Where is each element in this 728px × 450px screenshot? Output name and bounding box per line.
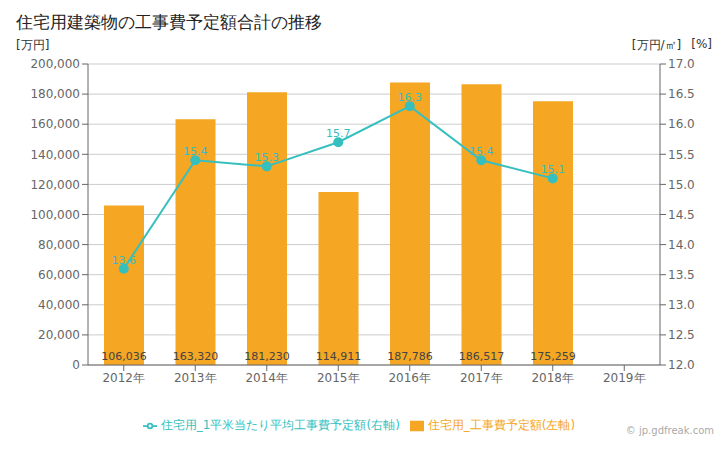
- svg-text:13.5: 13.5: [668, 268, 695, 282]
- html-text:[万円/㎡]: [万円/㎡]: [631, 38, 682, 52]
- svg-text:2014年: 2014年: [245, 371, 288, 385]
- svg-text:60,000: 60,000: [38, 268, 80, 282]
- svg-text:15.3: 15.3: [255, 151, 280, 164]
- svg-text:120,000: 120,000: [30, 178, 80, 192]
- svg-text:163,320: 163,320: [173, 350, 219, 363]
- svg-text:16.5: 16.5: [668, 87, 695, 101]
- svg-text:14.0: 14.0: [668, 238, 695, 252]
- svg-text:181,230: 181,230: [244, 350, 290, 363]
- svg-text:40,000: 40,000: [38, 298, 80, 312]
- svg-text:15.5: 15.5: [668, 148, 695, 162]
- html-text:© jp.gdfreak.com: © jp.gdfreak.com: [625, 425, 714, 436]
- svg-text:16.0: 16.0: [668, 117, 695, 131]
- svg-text:17.0: 17.0: [668, 57, 695, 71]
- svg-text:12.0: 12.0: [668, 358, 695, 372]
- svg-text:80,000: 80,000: [38, 238, 80, 252]
- svg-text:13.0: 13.0: [668, 298, 695, 312]
- svg-text:160,000: 160,000: [30, 117, 80, 131]
- svg-text:187,786: 187,786: [387, 350, 433, 363]
- svg-text:2015年: 2015年: [317, 371, 360, 385]
- svg-text:15.1: 15.1: [541, 163, 566, 176]
- svg-text:2013年: 2013年: [174, 371, 217, 385]
- svg-text:2018年: 2018年: [531, 371, 574, 385]
- svg-text:180,000: 180,000: [30, 87, 80, 101]
- svg-text:15.0: 15.0: [668, 178, 695, 192]
- svg-text:16.3: 16.3: [398, 91, 423, 104]
- svg-text:12.5: 12.5: [668, 328, 695, 342]
- html-text:住宅用_1平米当たり平均工事費予定額(右軸): 住宅用_1平米当たり平均工事費予定額(右軸): [160, 418, 400, 432]
- svg-text:200,000: 200,000: [30, 57, 80, 71]
- svg-text:140,000: 140,000: [30, 148, 80, 162]
- svg-text:2012年: 2012年: [102, 371, 145, 385]
- svg-text:2019年: 2019年: [603, 371, 646, 385]
- svg-text:2017年: 2017年: [460, 371, 503, 385]
- svg-text:114,911: 114,911: [316, 350, 362, 363]
- svg-text:186,517: 186,517: [459, 350, 505, 363]
- svg-text:2016年: 2016年: [388, 371, 431, 385]
- svg-text:15.7: 15.7: [326, 127, 351, 140]
- html-text:住宅用建築物の工事費予定額合計の推移: 住宅用建築物の工事費予定額合計の推移: [16, 12, 322, 32]
- svg-text:100,000: 100,000: [30, 208, 80, 222]
- svg-text:13.6: 13.6: [112, 254, 137, 267]
- svg-text:175,259: 175,259: [530, 350, 576, 363]
- html-text:住宅用_工事費予定額(左軸): 住宅用_工事費予定額(左軸): [427, 418, 576, 432]
- svg-text:0: 0: [72, 358, 80, 372]
- svg-text:20,000: 20,000: [38, 328, 80, 342]
- html-text:[万円]: [万円]: [16, 38, 50, 52]
- svg-text:15.4: 15.4: [183, 145, 208, 158]
- svg-text:14.5: 14.5: [668, 208, 695, 222]
- svg-text:106,036: 106,036: [101, 350, 147, 363]
- svg-text:15.4: 15.4: [469, 145, 494, 158]
